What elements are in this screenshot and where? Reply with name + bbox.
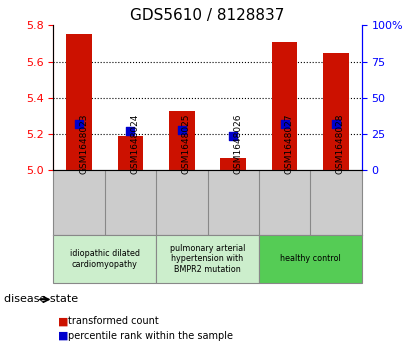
Point: [230, 133, 237, 139]
Text: GSM1648026: GSM1648026: [233, 113, 242, 174]
Text: GSM1648023: GSM1648023: [79, 113, 88, 174]
Text: GSM1648025: GSM1648025: [182, 113, 191, 174]
Bar: [259, 235, 362, 283]
Text: healthy control: healthy control: [280, 254, 341, 264]
Bar: [169, 111, 195, 170]
Text: GSM1648024: GSM1648024: [130, 113, 139, 174]
Text: GSM1648027: GSM1648027: [284, 113, 293, 174]
Text: ■: ■: [58, 331, 68, 341]
Title: GDS5610 / 8128837: GDS5610 / 8128837: [130, 8, 285, 23]
Text: transformed count: transformed count: [68, 316, 159, 326]
Text: percentile rank within the sample: percentile rank within the sample: [68, 331, 233, 341]
Point: [333, 121, 339, 127]
Bar: [118, 136, 143, 170]
Bar: [156, 235, 259, 283]
Text: ■: ■: [58, 316, 68, 326]
Text: disease state: disease state: [4, 294, 78, 305]
Bar: [220, 158, 246, 170]
Point: [127, 129, 134, 134]
Bar: [323, 53, 349, 170]
Bar: [66, 34, 92, 170]
Point: [281, 121, 288, 127]
Bar: [53, 235, 156, 283]
Text: idiopathic dilated
cardiomyopathy: idiopathic dilated cardiomyopathy: [70, 249, 140, 269]
Bar: [272, 42, 298, 170]
Point: [76, 121, 82, 127]
Text: GSM1648028: GSM1648028: [336, 113, 345, 174]
Text: pulmonary arterial
hypertension with
BMPR2 mutation: pulmonary arterial hypertension with BMP…: [170, 244, 245, 274]
Point: [178, 127, 185, 133]
